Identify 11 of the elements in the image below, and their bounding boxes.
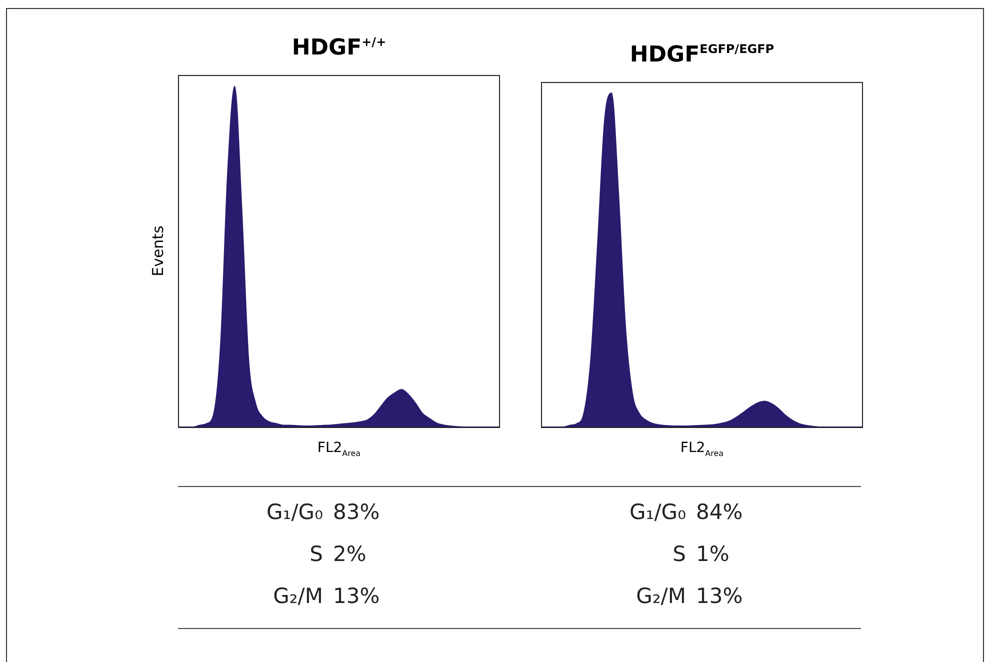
chart-title: HDGF$^{+/+}$ [290, 35, 388, 60]
chart-title: HDGF$^{EGFP/EGFP}$ [628, 42, 776, 68]
x-axis-title: FL2$_{Area}$ [679, 440, 725, 458]
text: S 1% [672, 542, 730, 566]
text: G₂/M 13% [272, 584, 380, 608]
text: G₂/M 13% [635, 584, 743, 608]
text: S 2% [308, 542, 366, 566]
text: G₁/G₀ 83% [266, 500, 380, 524]
y-axis-title: Events [149, 224, 167, 278]
text: G₁/G₀ 84% [628, 500, 743, 524]
x-axis-title: FL2$_{Area}$ [316, 440, 362, 458]
